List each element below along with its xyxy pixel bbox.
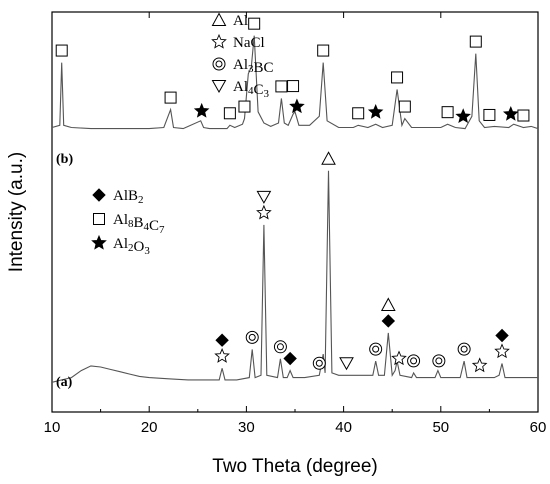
peak-marker-star-open — [391, 350, 407, 366]
x-axis-title: Two Theta (degree) — [212, 456, 377, 477]
peak-marker-square-open — [352, 107, 365, 120]
peak-marker-square-open — [483, 108, 496, 121]
peak-marker-square-open — [391, 71, 404, 84]
legend-label: Al — [233, 13, 248, 29]
diffraction-traces — [51, 35, 539, 383]
peak-markers — [55, 17, 530, 373]
peak-marker-square-open — [275, 80, 288, 93]
legend-label: Al3BC — [233, 57, 274, 76]
peak-marker-square-open — [287, 80, 300, 93]
legend-marker-star-open — [211, 33, 227, 49]
peak-marker-diamond-filled — [495, 328, 509, 343]
peak-marker-square-open — [469, 35, 482, 48]
peak-marker-star-filled — [455, 108, 471, 124]
peak-marker-square-open — [238, 100, 251, 113]
peak-marker-star-filled — [289, 98, 305, 114]
trace-b — [51, 35, 539, 130]
peak-marker-triangle-down-open — [256, 190, 272, 204]
peak-marker-diamond-filled — [381, 314, 396, 328]
x-tick-label: 30 — [238, 419, 255, 436]
legend-label: Al8B4C7 — [113, 212, 165, 236]
x-tick-label: 50 — [432, 419, 449, 436]
peak-marker-triangle-down-open — [339, 357, 354, 371]
legend-label: NaCl — [233, 35, 265, 51]
peak-marker-square-open — [55, 44, 68, 57]
x-tick-label: 10 — [44, 419, 61, 436]
peak-marker-double-circle-inner — [315, 359, 323, 367]
panel-label-b: (b) — [56, 152, 73, 167]
peak-marker-square-open — [398, 100, 411, 113]
peak-marker-double-circle-inner — [435, 357, 443, 365]
peak-marker-double-circle-inner — [248, 333, 256, 341]
trace-a — [51, 170, 538, 383]
peak-marker-star-filled — [193, 102, 210, 118]
legend-marker-triangle-down-open — [211, 80, 227, 94]
peak-marker-square-open — [517, 109, 530, 122]
legend-marker-triangle-up-open — [211, 12, 227, 26]
x-tick-label: 20 — [141, 419, 158, 436]
peak-marker-star-open — [256, 204, 272, 220]
peak-marker-star-open — [494, 343, 510, 359]
legend-label: AlB2 — [113, 188, 144, 206]
legend-marker-square-open — [93, 213, 105, 225]
y-axis-title: Intensity (a.u.) — [6, 152, 27, 272]
legend-marker-double-circle-inner — [215, 60, 223, 68]
peak-marker-square-open — [248, 17, 261, 30]
legend-label: Al4C3 — [233, 79, 270, 100]
peak-marker-square-open — [317, 44, 330, 57]
peak-marker-triangle-up-open — [321, 151, 336, 165]
x-tick-label: 40 — [335, 419, 352, 436]
peak-marker-square-open — [441, 106, 454, 119]
peak-marker-double-circle-inner — [276, 343, 284, 351]
legend-marker-diamond-filled — [92, 188, 106, 202]
peak-marker-diamond-filled — [283, 351, 297, 366]
peak-marker-double-circle-inner — [460, 345, 468, 353]
peak-marker-star-filled — [502, 106, 519, 121]
peak-marker-star-filled — [367, 104, 384, 119]
peak-marker-square-open — [223, 107, 236, 120]
peak-marker-star-open — [471, 357, 488, 373]
peak-marker-square-open — [164, 91, 177, 104]
panel-label-a: (a) — [56, 375, 73, 390]
peak-marker-triangle-up-open — [380, 297, 396, 311]
peak-marker-double-circle-inner — [372, 345, 380, 353]
legend-marker-star-filled — [91, 234, 107, 250]
peak-marker-star-open — [214, 348, 230, 363]
x-axis-ticks: 10 20 30 40 50 60 — [44, 12, 547, 436]
peak-marker-double-circle-inner — [410, 357, 418, 365]
x-tick-label: 60 — [530, 419, 547, 436]
legend-label: Al2O3 — [113, 236, 150, 257]
peak-marker-diamond-filled — [215, 333, 229, 347]
